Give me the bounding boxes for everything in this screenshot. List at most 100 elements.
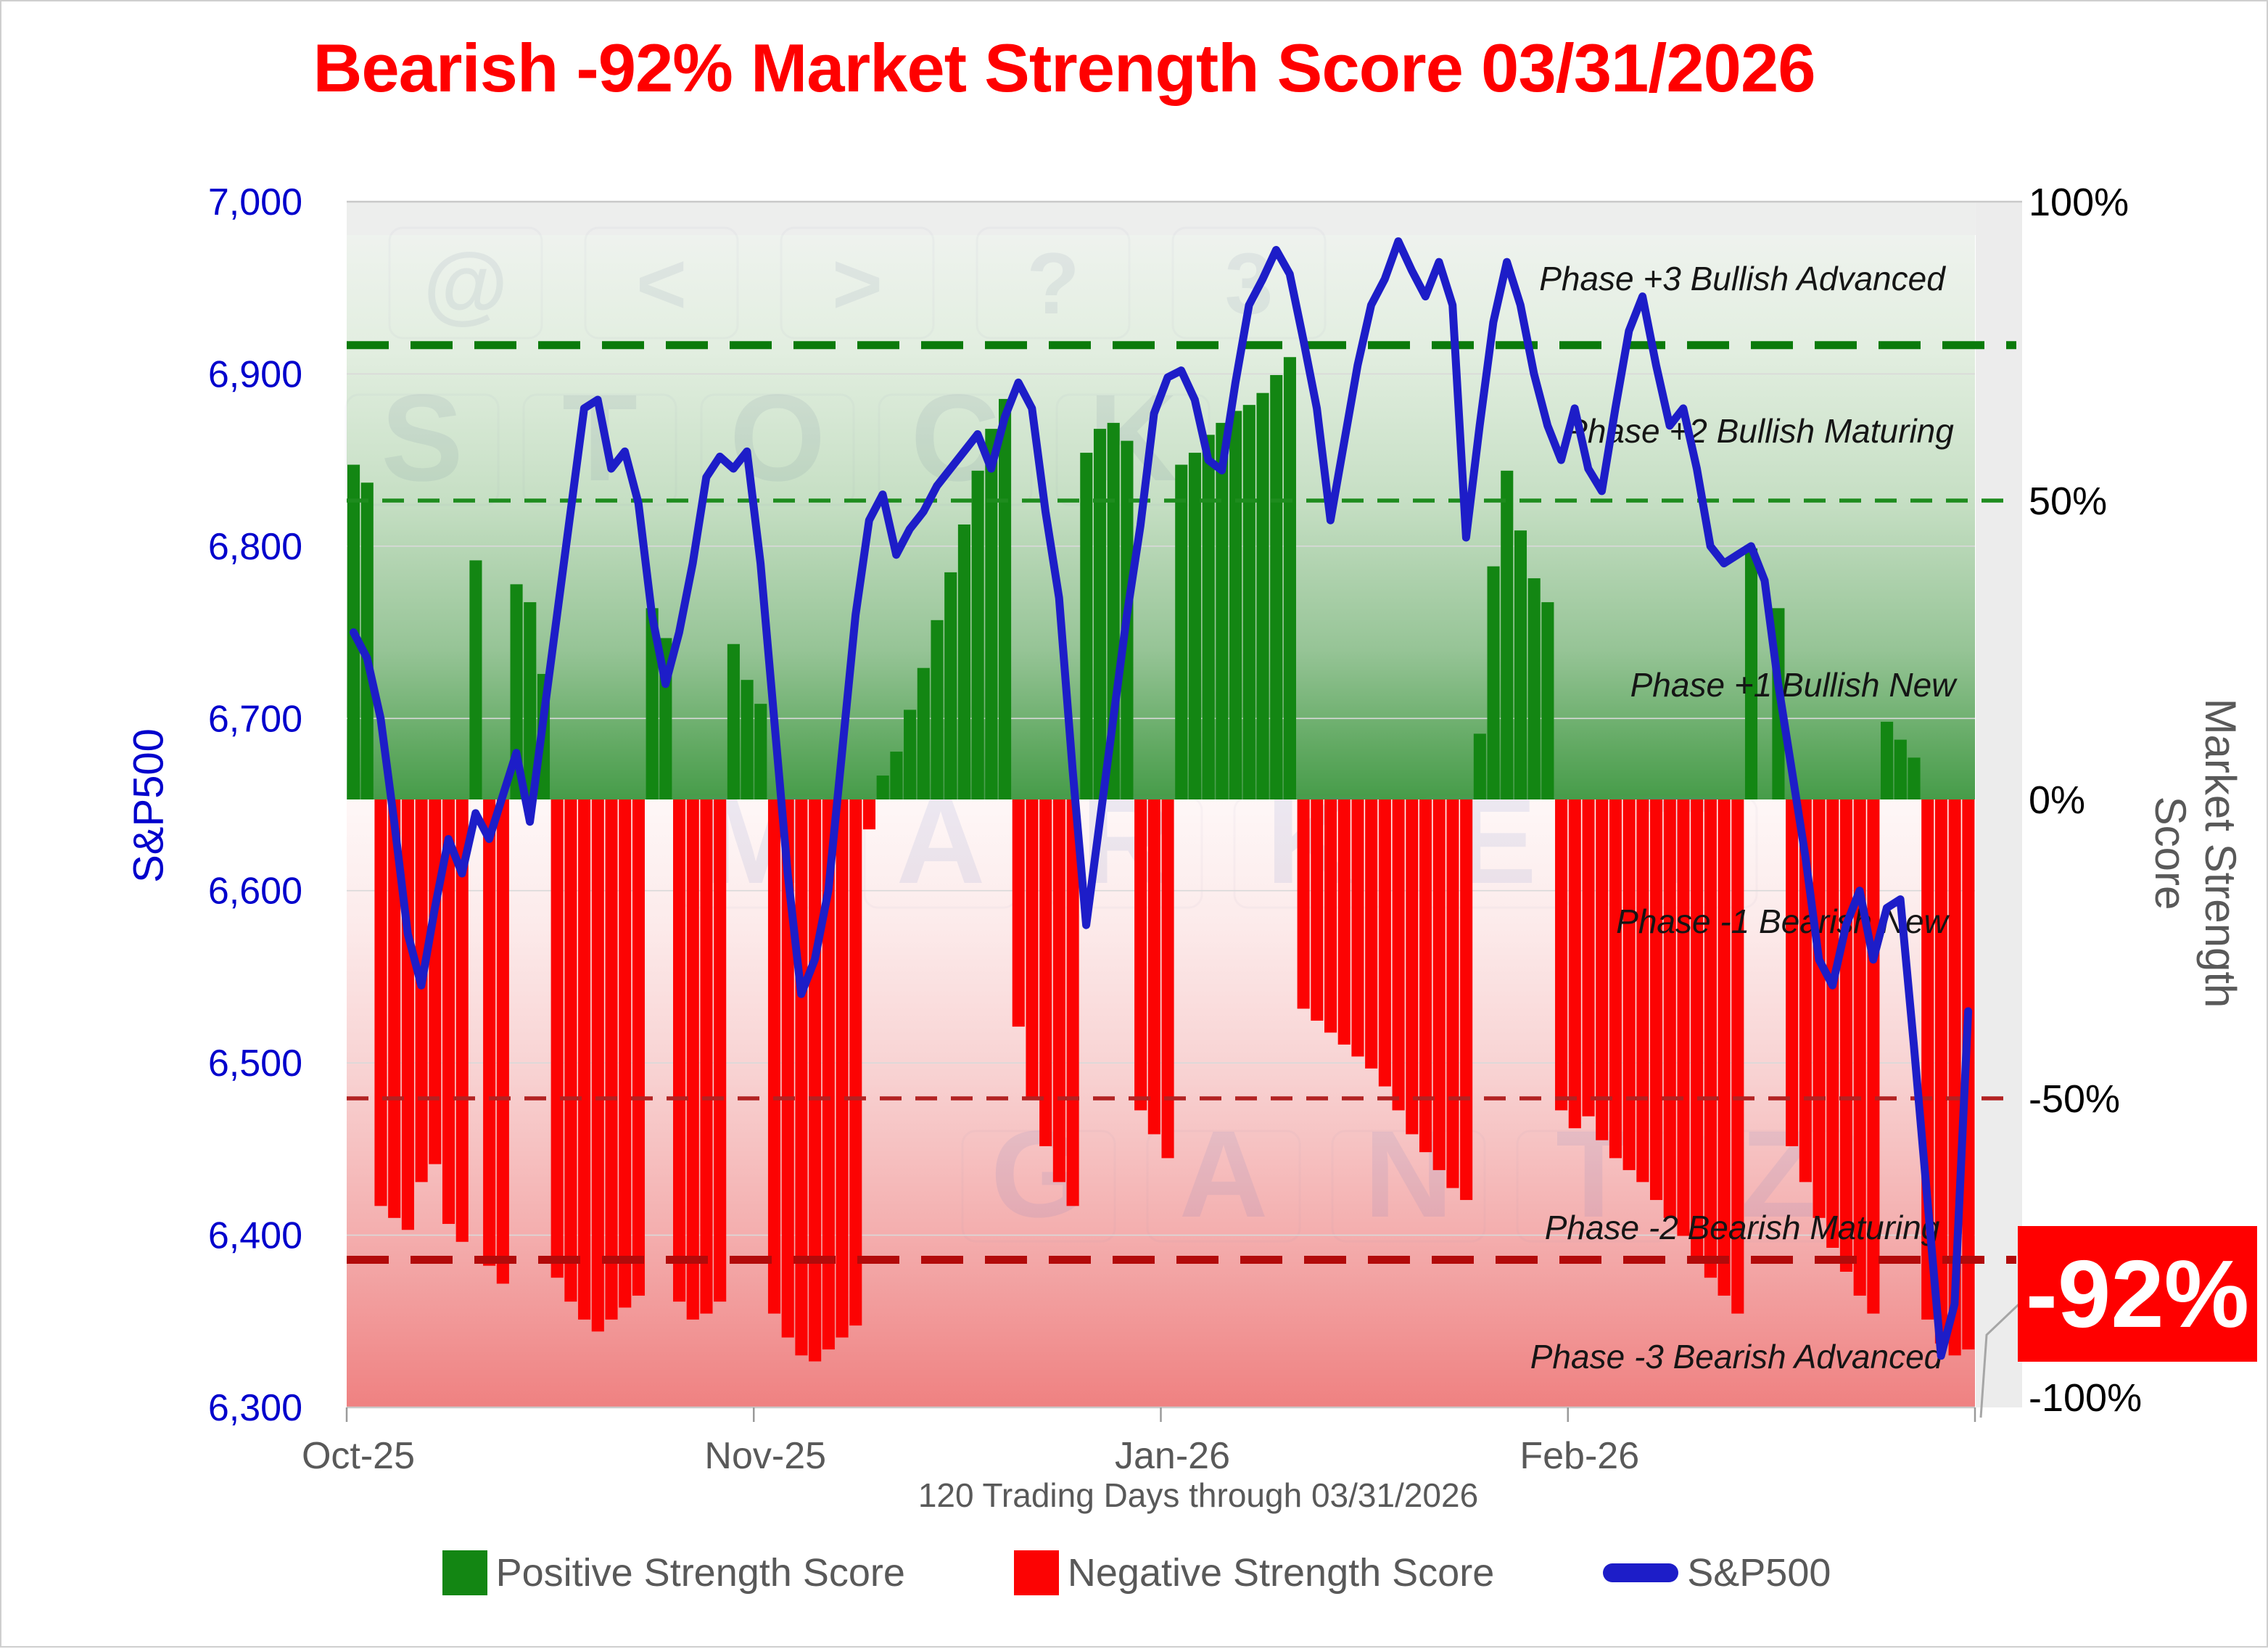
x-tick-label: Nov-25 xyxy=(704,1435,826,1477)
chart-line-axes-layer: 7,000 6,900 6,800 6,700 6,600 6,500 6,400 6,300… xyxy=(208,181,2142,1477)
positive-strength-bar xyxy=(1175,464,1188,799)
negative-strength-bar xyxy=(849,799,862,1326)
legend-label: Negative Strength Score xyxy=(1067,1551,1495,1595)
positive-strength-bar xyxy=(1744,548,1758,799)
watermark-keycap xyxy=(878,393,1033,506)
negative-strength-bar xyxy=(1297,799,1310,1009)
negative-strength-bar xyxy=(822,799,835,1350)
negative-strength-bar xyxy=(1636,799,1649,1183)
negative-strength-bar xyxy=(714,799,727,1302)
y-right-tick-label: 0% xyxy=(2029,778,2085,822)
chart-title: Bearish -92% Market Strength Score 03/31… xyxy=(313,30,1815,106)
positive-strength-bar xyxy=(1514,530,1527,799)
negative-strength-bar xyxy=(591,799,604,1332)
negative-strength-bar xyxy=(836,799,849,1338)
negative-strength-bar xyxy=(1406,799,1419,1135)
watermark-keycap xyxy=(584,226,739,340)
legend-line-swatch xyxy=(1603,1563,1679,1582)
negative-strength-bar xyxy=(1786,799,1799,1146)
watermark-keycap xyxy=(780,226,935,340)
negative-strength-bar xyxy=(578,799,591,1320)
negative-strength-bar xyxy=(496,799,509,1284)
watermark-letter: ? xyxy=(1026,235,1079,332)
legend: Positive Strength Score Negative Strength… xyxy=(350,1550,1923,1595)
y-left-tick-label: 6,900 xyxy=(208,353,302,395)
positive-strength-bar xyxy=(727,643,740,799)
negative-strength-bar xyxy=(415,799,428,1183)
x-axis-title: 120 Trading Days through 03/31/2026 xyxy=(917,1476,1479,1514)
negative-strength-bar xyxy=(619,799,632,1308)
watermark-letter: A xyxy=(1179,1106,1269,1243)
y-left-tick-label: 6,600 xyxy=(208,871,302,913)
x-tick-label: Oct-25 xyxy=(302,1435,415,1477)
negative-strength-bar xyxy=(564,799,577,1302)
y-right-tick-label: -100% xyxy=(2029,1376,2142,1420)
negative-strength-bar xyxy=(767,799,781,1314)
backdrop-right-band xyxy=(1976,202,2022,1407)
y-left-tick-label: 6,500 xyxy=(208,1043,302,1085)
phase-plus3-label: Phase +3 Bullish Advanced xyxy=(1539,260,1946,297)
positive-strength-bar xyxy=(1080,453,1093,799)
x-tick-label: Jan-26 xyxy=(1115,1435,1230,1477)
positive-strength-bar xyxy=(1202,435,1215,799)
positive-strength-bar xyxy=(944,572,957,799)
positive-strength-bar xyxy=(999,398,1012,799)
positive-strength-bar xyxy=(1216,422,1229,799)
negative-strength-bar xyxy=(795,799,808,1356)
negative-strength-bar xyxy=(429,799,442,1164)
positive-strength-bar xyxy=(360,482,374,799)
negative-strength-bar xyxy=(483,799,496,1266)
negative-strength-bar xyxy=(1365,799,1378,1069)
y-left-tick-label: 6,300 xyxy=(208,1387,302,1429)
sp500-line xyxy=(349,237,1973,1360)
chart-backdrop-bars-layer: @<>?3STOCKMARKETGANTZ xyxy=(345,200,2022,1409)
y-left-axis-title: S&P500 xyxy=(125,728,173,883)
legend-label: S&P500 xyxy=(1687,1551,1831,1595)
negative-strength-bar xyxy=(632,799,645,1296)
negative-strength-bar xyxy=(1392,799,1405,1111)
negative-strength-bar xyxy=(700,799,713,1314)
positive-strength-bar xyxy=(1270,374,1283,799)
phase-annotations: Phase +3 Bullish Advanced Phase +2 Bulli… xyxy=(1530,260,1958,1375)
legend-box-swatch xyxy=(442,1550,487,1595)
negative-strength-bar xyxy=(550,799,564,1278)
negative-strength-bar xyxy=(1039,799,1052,1146)
negative-strength-bar xyxy=(1161,799,1174,1159)
positive-strength-bar xyxy=(957,524,970,799)
negative-strength-bar xyxy=(673,799,686,1302)
watermark-letter: > xyxy=(832,235,883,332)
positive-strength-bar xyxy=(646,608,659,799)
y-left-tick-label: 7,000 xyxy=(208,181,302,223)
negative-strength-bar xyxy=(1460,799,1473,1201)
negative-strength-bar xyxy=(1718,799,1731,1296)
positive-strength-bar xyxy=(917,667,930,799)
backdrop-top-band xyxy=(347,202,2022,235)
negative-strength-bar xyxy=(1052,799,1065,1183)
y-right-tick-label: 50% xyxy=(2029,480,2107,523)
negative-strength-bar xyxy=(1596,799,1609,1140)
negative-strength-bar xyxy=(455,799,469,1242)
negative-strength-bar xyxy=(388,799,401,1218)
negative-strength-bar xyxy=(1813,799,1826,1218)
positive-strength-bar xyxy=(469,560,482,799)
phase-minus1-label: Phase -1 Bearish New xyxy=(1616,902,1950,940)
negative-strength-bar xyxy=(1731,799,1744,1314)
watermark-keycap xyxy=(522,393,677,506)
negative-strength-bar xyxy=(1839,799,1853,1272)
negative-strength-bar xyxy=(1622,799,1636,1170)
negative-strength-bar xyxy=(1311,799,1324,1021)
negative-strength-bar xyxy=(862,799,876,830)
positive-strength-bar xyxy=(1527,578,1541,799)
negative-strength-bar xyxy=(1147,799,1160,1135)
positive-strength-bar xyxy=(1908,757,1921,799)
positive-strength-bar xyxy=(524,602,537,799)
negative-strength-bar xyxy=(1609,799,1622,1159)
positive-strength-bar xyxy=(1894,739,1907,799)
watermark-letter: C xyxy=(911,369,1000,507)
watermark-keycap xyxy=(388,226,543,340)
positive-strength-bar xyxy=(876,776,889,799)
negative-strength-bar xyxy=(401,799,414,1230)
positive-strength-bar xyxy=(931,620,944,799)
positive-strength-bar xyxy=(741,680,754,799)
